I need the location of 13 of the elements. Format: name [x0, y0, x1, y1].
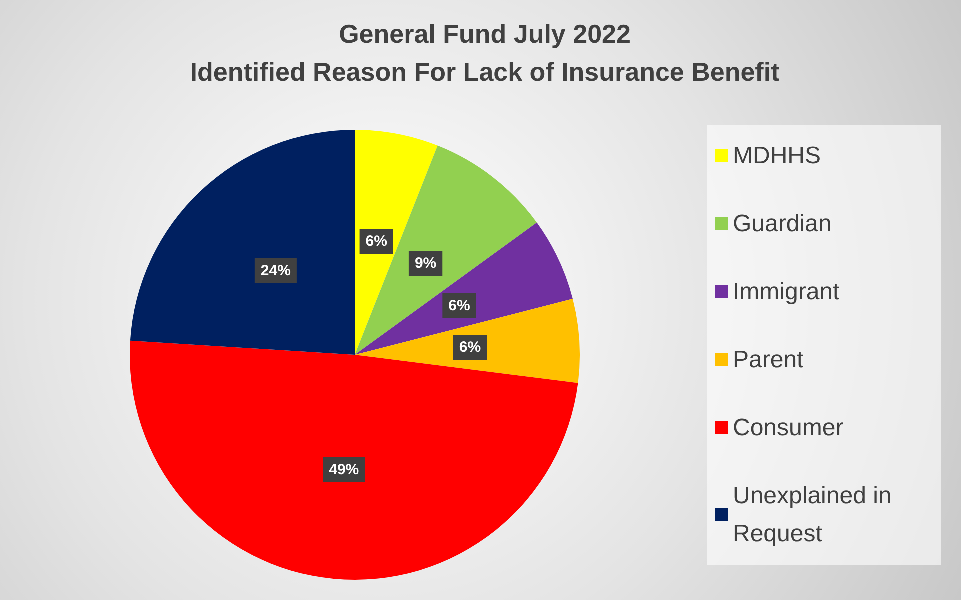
data-label: 49% [329, 461, 360, 478]
legend-label: MDHHS [733, 142, 821, 170]
data-label: 24% [260, 262, 291, 280]
legend-label: Consumer [733, 414, 844, 442]
data-label: 6% [448, 297, 470, 314]
legend-label: Immigrant [733, 278, 840, 306]
data-label: 6% [366, 233, 388, 250]
legend-label: Guardian [733, 210, 832, 238]
data-label: 9% [414, 255, 437, 272]
data-label: 6% [459, 339, 482, 356]
chart-title: General Fund July 2022 Identified Reason For Lack of Insurance Benefit [190, 19, 780, 87]
legend-label: Unexplained in Request [733, 482, 898, 548]
legend-label: Parent [733, 346, 804, 374]
